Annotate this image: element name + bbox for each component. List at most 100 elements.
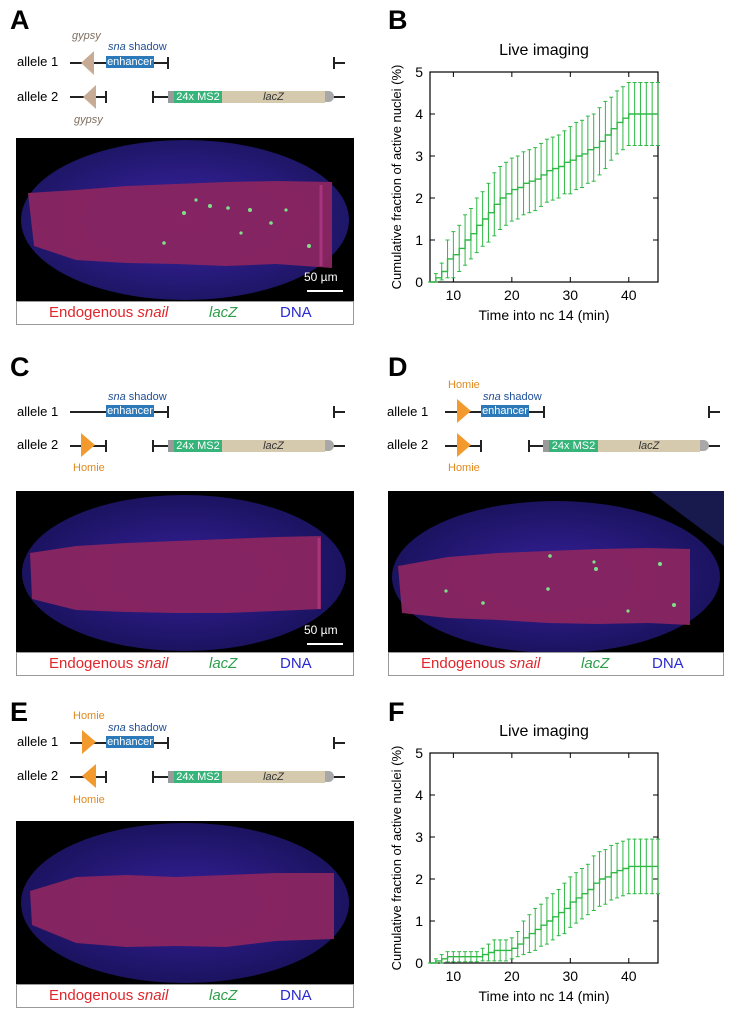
chart-f-series-line (430, 865, 658, 964)
allele-1-end-tick (167, 57, 169, 69)
reporter-end-cap (325, 771, 334, 782)
reporter-start-cap (168, 91, 174, 103)
allele-2-end-tick (105, 91, 107, 103)
chart-f-ytick-label: 2 (415, 871, 423, 887)
caption-d: Endogenous snail lacZ DNA (388, 652, 724, 676)
caption-green: lacZ (581, 655, 610, 672)
gypsy-insulator-icon (81, 51, 94, 75)
chart-f-xtick-label: 30 (563, 968, 579, 984)
embryo-image-a: 50 µm (16, 138, 354, 301)
embryo-d-svg (392, 491, 724, 653)
allele-1-end-tick (543, 406, 545, 418)
caption-a: Endogenous snail lacZ DNA (16, 301, 354, 325)
chart-f-ytick-label: 0 (415, 955, 423, 971)
panel-label-a: A (10, 5, 30, 35)
enhancer-name-label: sna shadow (108, 722, 167, 734)
scale-bar-label: 50 µm (304, 623, 338, 637)
chart-f-ytick-label: 1 (415, 913, 423, 929)
allele-1-label: allele 1 (17, 54, 59, 69)
chart-b-ytick-label: 2 (415, 190, 423, 206)
allele-1-far-line (708, 411, 720, 413)
chart-f-x-axis-label: Time into nc 14 (min) (479, 988, 610, 1004)
homie-insulator-icon (82, 764, 96, 788)
scale-bar (307, 290, 343, 292)
chart-f: 0 1 2 3 4 5 10 20 30 40 Time into nc 14 (min) Cumul… (389, 745, 660, 1004)
reporter-end-cap (325, 91, 334, 102)
enhancer-name-label: sna shadow (108, 41, 167, 53)
enhancer-box: enhancer (106, 405, 154, 417)
caption-red: Endogenous snail (49, 655, 169, 672)
homie-insulator-icon (457, 399, 471, 423)
scale-bar (307, 643, 343, 645)
chart-f-ytick-label: 5 (415, 745, 423, 761)
caption-c: Endogenous snail lacZ DNA (16, 652, 354, 676)
embryo-e-svg (21, 823, 349, 983)
caption-green: lacZ (209, 987, 238, 1004)
chart-f-xtick-label: 20 (504, 968, 520, 984)
panel-label-f: F (388, 697, 405, 727)
enhancer-name-label: sna shadow (108, 391, 167, 403)
chart-f-plot-frame (429, 752, 659, 964)
chart-f-title: Live imaging (499, 723, 589, 740)
enhancer-box: enhancer (106, 736, 154, 748)
allele-1-far-line (333, 62, 345, 64)
allele-1-label: allele 1 (17, 734, 59, 749)
allele-1-end-tick (167, 406, 169, 418)
enhancer-name-label: sna shadow (483, 391, 542, 403)
caption-red: Endogenous snail (49, 304, 169, 321)
chart-b-xtick-label: 10 (446, 287, 462, 303)
ms2-box: 24x MS2 (174, 771, 222, 783)
chart-b-xtick-label: 30 (563, 287, 579, 303)
chart-f-ytick-label: 4 (415, 787, 423, 803)
chart-b-y-axis-label: Cumulative fraction of active nuclei (%) (389, 65, 404, 290)
allele-1-far-line (333, 411, 345, 413)
chart-b-ytick-label: 4 (415, 106, 423, 122)
allele-1-end-tick (167, 737, 169, 749)
enhancer-box: enhancer (481, 405, 529, 417)
ms2-box: 24x MS2 (549, 440, 598, 452)
panel-label-c: C (10, 352, 30, 382)
panel-label-e: E (10, 697, 29, 727)
allele-1-far-line (333, 742, 345, 744)
chart-b-ytick-label: 0 (415, 274, 423, 290)
reporter-start-cap (543, 440, 549, 452)
caption-red: Endogenous snail (49, 987, 169, 1004)
panel-label-d: D (388, 352, 408, 382)
homie-insulator-icon (457, 433, 471, 457)
homie-label-bottom: Homie (448, 462, 480, 474)
homie-label-top: Homie (73, 710, 105, 722)
ms2-box: 24x MS2 (174, 440, 222, 452)
enhancer-box: enhancer (106, 56, 154, 68)
chart-b-ytick-label: 1 (415, 232, 423, 248)
chart-b-ytick-label: 3 (415, 148, 423, 164)
chart-b-plot-frame (429, 71, 659, 283)
embryo-image-d (388, 491, 724, 654)
gypsy-label-bottom: gypsy (74, 114, 103, 126)
chart-f-xtick-label: 40 (621, 968, 637, 984)
transcription-spots (162, 198, 311, 248)
transcription-spots (444, 554, 676, 613)
allele-2-label: allele 2 (17, 768, 59, 783)
lacz-box: lacZ (222, 771, 325, 783)
lacz-box: lacZ (222, 91, 325, 103)
ms2-box: 24x MS2 (174, 91, 222, 103)
caption-e: Endogenous snail lacZ DNA (16, 984, 354, 1008)
homie-label-top: Homie (448, 379, 480, 391)
scale-bar-label: 50 µm (304, 270, 338, 284)
chart-b-xtick-label: 40 (621, 287, 637, 303)
allele-2-label: allele 2 (387, 437, 429, 452)
chart-b-x-axis-label: Time into nc 14 (min) (479, 307, 610, 323)
gypsy-insulator-icon (83, 85, 96, 109)
caption-blue: DNA (280, 987, 312, 1004)
lacz-box: lacZ (222, 440, 325, 452)
chart-b-xtick-label: 20 (504, 287, 520, 303)
lacz-box: lacZ (598, 440, 700, 452)
embryo-c-svg (22, 495, 346, 651)
reporter-end-cap (325, 440, 334, 451)
chart-f-xtick-label: 10 (446, 968, 462, 984)
allele-2-end-tick (105, 440, 107, 452)
embryo-a-svg (21, 140, 349, 300)
homie-label-bottom: Homie (73, 794, 105, 806)
allele-2-label: allele 2 (17, 89, 59, 104)
caption-green: lacZ (209, 655, 238, 672)
